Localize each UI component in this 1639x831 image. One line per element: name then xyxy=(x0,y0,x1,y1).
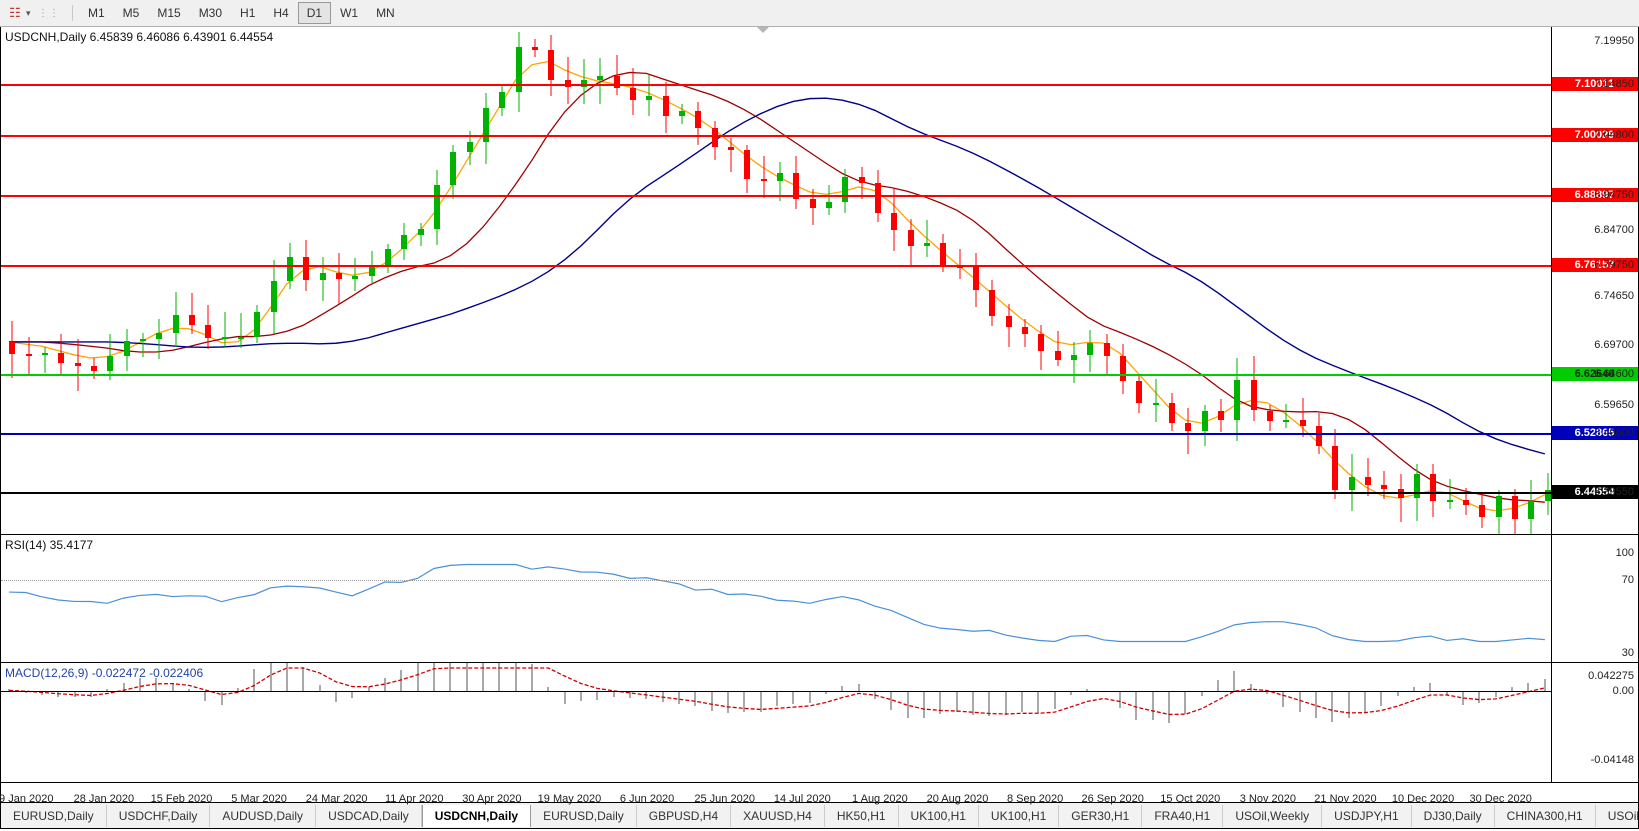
rsi-tick-100: 100 xyxy=(1616,547,1634,559)
date-tick-0: 9 Jan 2020 xyxy=(0,793,53,805)
trading-chart-window: ☷ ▾ ⋮⋮ M1 M5 M15 M30 H1 H4 D1 W1 MN USDCNH,Daily… xyxy=(0,0,1639,829)
price-level-line-3[interactable] xyxy=(1,265,1551,267)
symbol-tab-eurusd-daily-5[interactable]: EURUSD,Daily xyxy=(531,805,637,827)
symbol-tab-ger30-h1-11[interactable]: GER30,H1 xyxy=(1059,805,1142,827)
timeframe-m5[interactable]: M5 xyxy=(114,2,149,24)
date-tick-2: 15 Feb 2020 xyxy=(151,793,213,805)
date-tick-19: 30 Dec 2020 xyxy=(1469,793,1531,805)
symbol-tab-uk100-h1-9[interactable]: UK100,H1 xyxy=(899,805,979,827)
price-level-line-2[interactable] xyxy=(1,195,1551,197)
date-tick-9: 25 Jun 2020 xyxy=(694,793,755,805)
price-tick-2: 7.04800 xyxy=(1594,129,1634,141)
symbol-tab-gbpusd-h4-6[interactable]: GBPUSD,H4 xyxy=(637,805,731,827)
symbol-tab-dj30-daily-15[interactable]: DJ30,Daily xyxy=(1412,805,1495,827)
macd-tick-zero: 0.00 xyxy=(1613,685,1634,697)
price-tick-10: 6.49600 xyxy=(1594,427,1634,439)
rsi-tick-70: 70 xyxy=(1622,574,1634,586)
price-axis[interactable]: 7.19950 7.14850 7.04800 6.94750 6.84700 6.797… xyxy=(1551,27,1638,534)
macd-axis[interactable]: 0.042275 0.00 -0.04148 xyxy=(1551,663,1638,782)
rsi-line xyxy=(1,535,1553,663)
date-tick-3: 5 Mar 2020 xyxy=(231,793,287,805)
date-tick-16: 3 Nov 2020 xyxy=(1240,793,1296,805)
candlestick-style-icon[interactable]: ☷ xyxy=(4,3,26,23)
symbol-tab-usdjpy-h1-14[interactable]: USDJPY,H1 xyxy=(1322,805,1411,827)
timeframe-d1[interactable]: D1 xyxy=(298,2,331,24)
symbol-tab-usdcad-daily-3[interactable]: USDCAD,Daily xyxy=(316,805,422,827)
timeframe-m1[interactable]: M1 xyxy=(79,2,114,24)
symbol-tab-usdchf-daily-1[interactable]: USDCHF,Daily xyxy=(107,805,211,827)
timeframe-m15[interactable]: M15 xyxy=(148,2,189,24)
symbol-tab-audusd-daily-2[interactable]: AUDUSD,Daily xyxy=(210,805,316,827)
candlestick-plot-area[interactable] xyxy=(1,27,1551,534)
macd-indicator-panel[interactable]: MACD(12,26,9) -0.022472 -0.022406 0.0422… xyxy=(0,663,1639,783)
symbol-tab-usoil-weekly-13[interactable]: USOil,Weekly xyxy=(1223,805,1322,827)
timeframe-mn[interactable]: MN xyxy=(367,2,404,24)
date-tick-14: 26 Sep 2020 xyxy=(1081,793,1143,805)
rsi-axis[interactable]: 100 70 30 xyxy=(1551,535,1638,662)
date-tick-17: 21 Nov 2020 xyxy=(1314,793,1376,805)
symbol-tabs-list: EURUSD,Daily USDCHF,Daily AUDUSD,Daily USDC… xyxy=(1,805,1639,827)
timeframe-h4[interactable]: H4 xyxy=(264,2,297,24)
symbol-tab-xauusd-h4-7[interactable]: XAUUSD,H4 xyxy=(731,805,825,827)
date-tick-4: 24 Mar 2020 xyxy=(306,793,368,805)
price-tick-1: 7.14850 xyxy=(1594,78,1634,90)
price-tick-4: 6.84700 xyxy=(1594,224,1634,236)
rsi-overbought-dashed-line xyxy=(1,580,1551,581)
price-tick-8: 6.64600 xyxy=(1594,368,1634,380)
timeframe-m30[interactable]: M30 xyxy=(190,2,231,24)
timeframe-list: M1 M5 M15 M30 H1 H4 D1 W1 MN xyxy=(79,2,404,24)
style-dropdown-caret[interactable]: ▾ xyxy=(26,8,38,19)
date-tick-1: 28 Jan 2020 xyxy=(74,793,135,805)
price-tick-7: 6.69700 xyxy=(1594,339,1634,351)
symbol-tab-usoil--17[interactable]: USOil, xyxy=(1596,805,1639,827)
date-tick-11: 1 Aug 2020 xyxy=(852,793,908,805)
date-tick-12: 20 Aug 2020 xyxy=(927,793,989,805)
rsi-indicator-panel[interactable]: RSI(14) 35.4177 100 70 30 xyxy=(0,535,1639,663)
macd-tick-low: -0.04148 xyxy=(1591,754,1634,766)
chart-toolbar: ☷ ▾ ⋮⋮ M1 M5 M15 M30 H1 H4 D1 W1 MN xyxy=(0,0,1639,27)
price-tick-6: 6.74650 xyxy=(1594,290,1634,302)
rsi-tick-30: 30 xyxy=(1622,647,1634,659)
price-tick-11: 6.39550 xyxy=(1594,486,1634,498)
price-level-line-5[interactable] xyxy=(1,433,1551,435)
moving-average-lines xyxy=(1,27,1553,535)
date-tick-6: 30 Apr 2020 xyxy=(462,793,521,805)
date-tick-15: 15 Oct 2020 xyxy=(1160,793,1220,805)
price-chart-panel[interactable]: USDCNH,Daily 6.45839 6.46086 6.43901 6.4… xyxy=(0,27,1639,535)
timeframe-h1[interactable]: H1 xyxy=(231,2,264,24)
date-axis[interactable]: 9 Jan 2020 28 Jan 2020 15 Feb 2020 5 Mar 20… xyxy=(0,783,1639,803)
price-tick-3: 6.94750 xyxy=(1594,189,1634,201)
symbol-tab-hk50-h1-8[interactable]: HK50,H1 xyxy=(825,805,899,827)
macd-zero-line xyxy=(1,691,1551,692)
price-tick-5: 6.79750 xyxy=(1594,259,1634,271)
price-level-line-4[interactable] xyxy=(1,374,1551,376)
date-tick-5: 11 Apr 2020 xyxy=(385,793,444,805)
date-tick-13: 8 Sep 2020 xyxy=(1007,793,1063,805)
grip-dots-icon: ⋮⋮ xyxy=(38,8,60,19)
price-level-line-6[interactable] xyxy=(1,492,1551,494)
symbol-tab-fra40-h1-12[interactable]: FRA40,H1 xyxy=(1142,805,1223,827)
symbol-tab-eurusd-daily-0[interactable]: EURUSD,Daily xyxy=(1,805,107,827)
date-tick-8: 6 Jun 2020 xyxy=(620,793,674,805)
macd-title-label: MACD(12,26,9) -0.022472 -0.022406 xyxy=(5,666,203,680)
price-level-line-1[interactable] xyxy=(1,135,1551,137)
date-tick-7: 19 May 2020 xyxy=(538,793,602,805)
macd-tick-high: 0.042275 xyxy=(1588,670,1634,682)
price-tick-0: 7.19950 xyxy=(1594,35,1634,47)
symbol-tab-china300-h1-16[interactable]: CHINA300,H1 xyxy=(1495,805,1596,827)
symbol-tab-uk100-h1-10[interactable]: UK100,H1 xyxy=(979,805,1059,827)
price-tick-9: 6.59650 xyxy=(1594,399,1634,411)
symbol-tab-usdcnh-daily-4[interactable]: USDCNH,Daily xyxy=(422,805,531,827)
symbol-tab-bar: EURUSD,Daily USDCHF,Daily AUDUSD,Daily USDC… xyxy=(0,803,1639,829)
date-tick-18: 10 Dec 2020 xyxy=(1392,793,1454,805)
date-tick-10: 14 Jul 2020 xyxy=(774,793,831,805)
price-level-line-0[interactable] xyxy=(1,84,1551,86)
rsi-title-label: RSI(14) 35.4177 xyxy=(5,538,93,552)
macd-signal-line xyxy=(1,663,1553,783)
timeframe-w1[interactable]: W1 xyxy=(331,2,367,24)
